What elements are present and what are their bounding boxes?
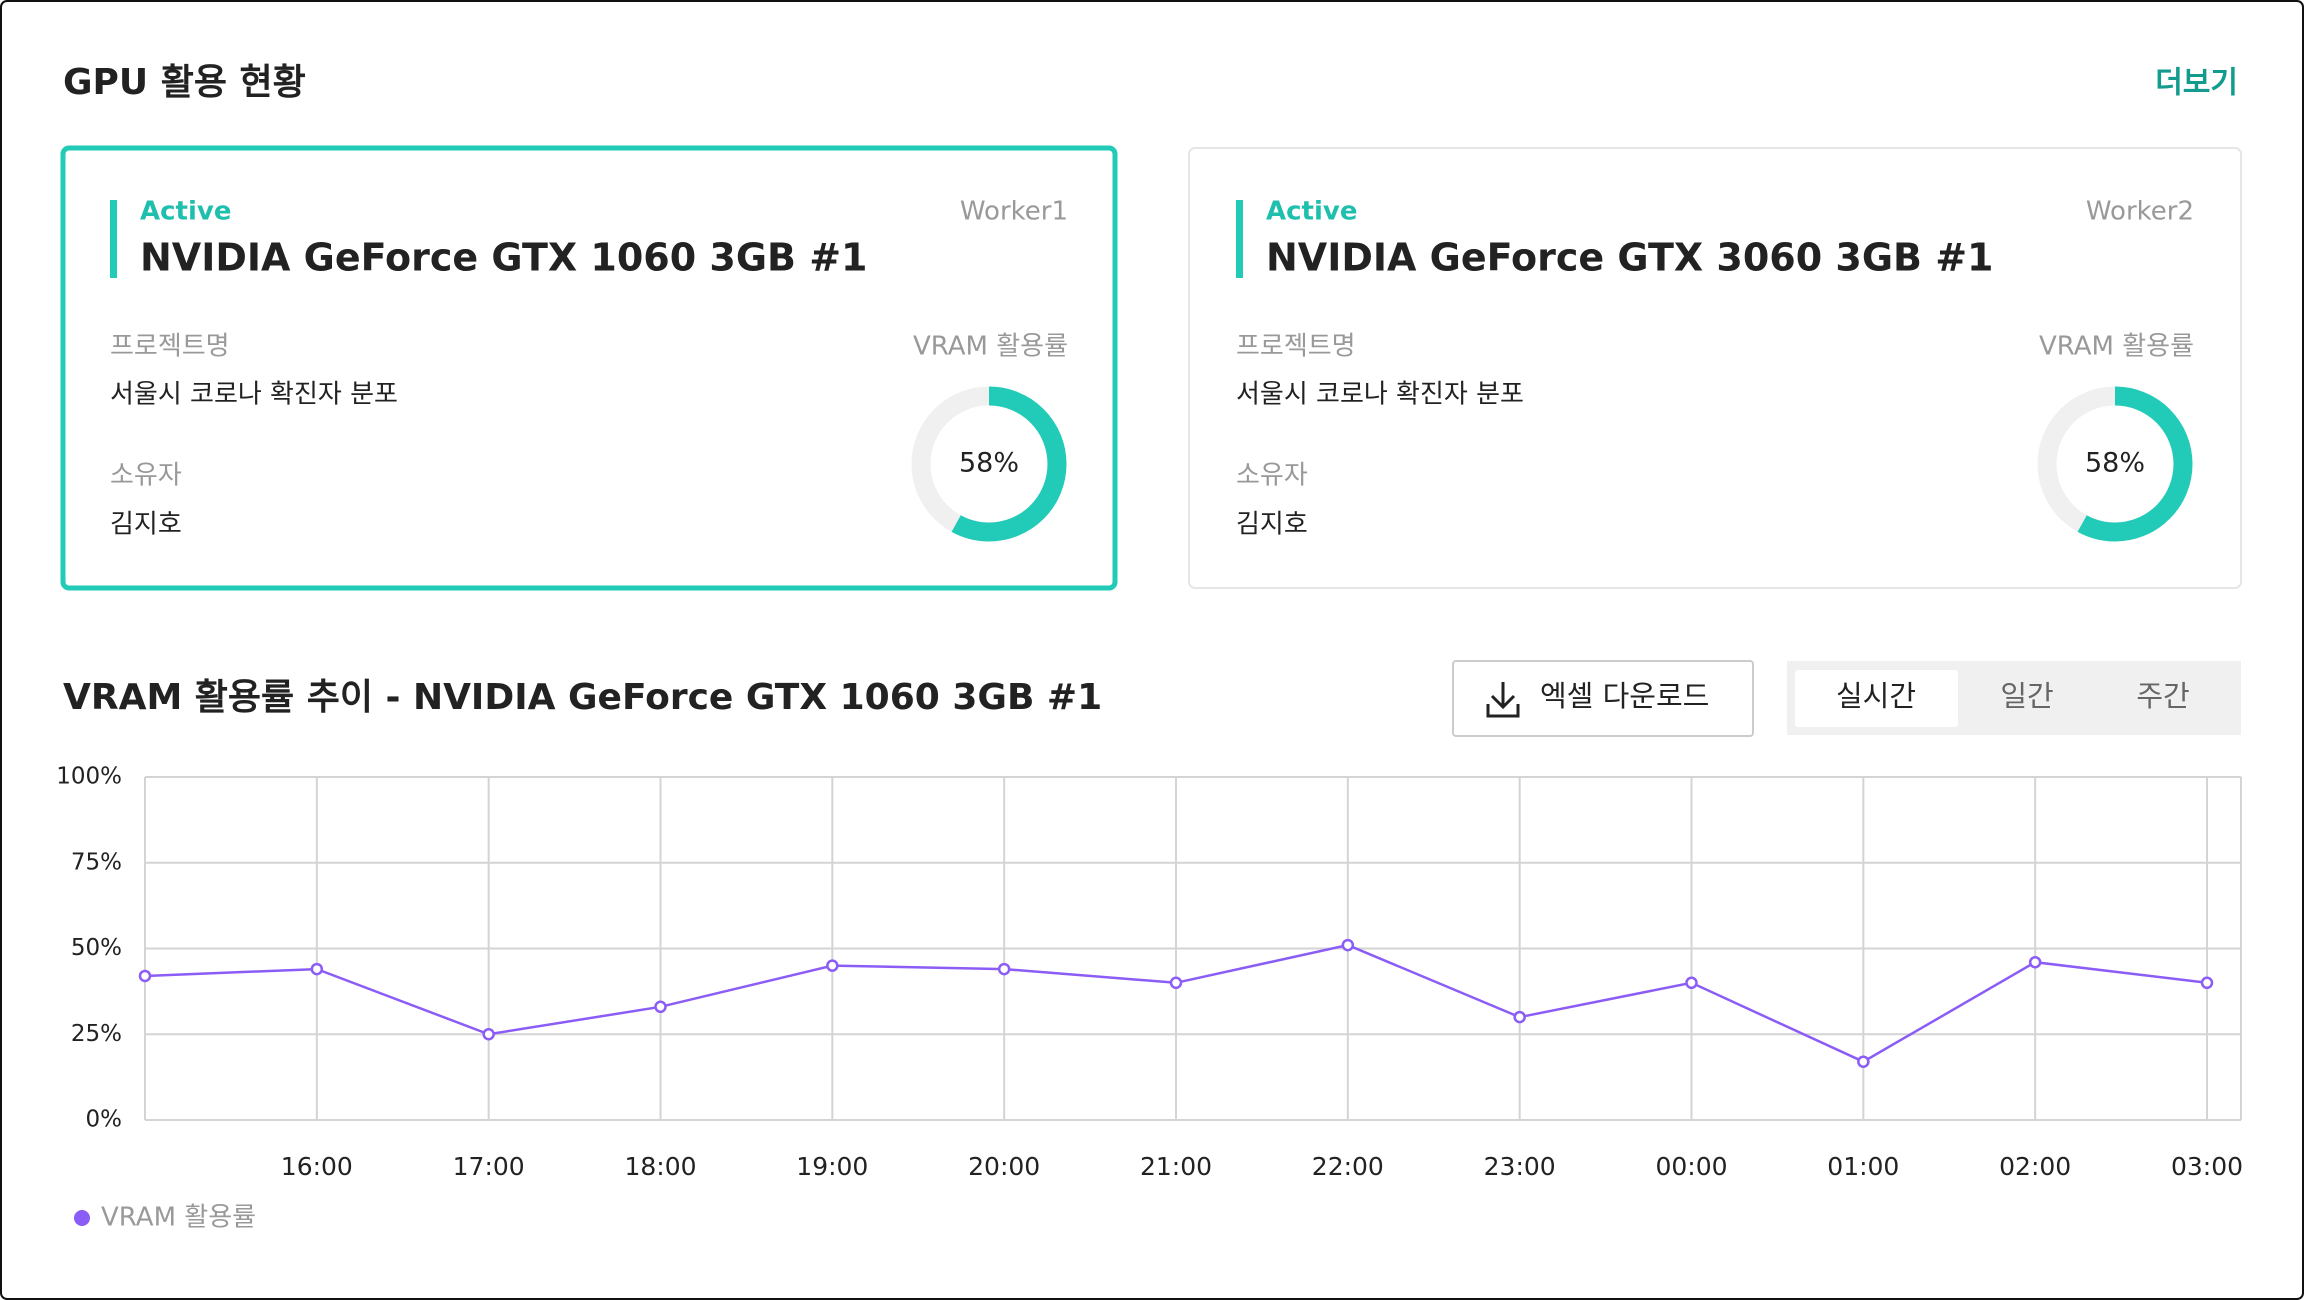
gpu-card[interactable]: Active NVIDIA GeForce GTX 3060 3GB #1 Work… <box>1188 147 2242 589</box>
x-tick-label: 18:00 <box>624 1152 696 1181</box>
x-tick-label: 16:00 <box>281 1152 353 1181</box>
data-point <box>2200 976 2214 990</box>
owner: 김지호 <box>110 510 182 540</box>
chart-title: VRAM 활용률 추이 - NVIDIA GeForce GTX 1060 3G… <box>63 677 1102 718</box>
x-tick-label: 00:00 <box>1655 1152 1727 1181</box>
data-point <box>1341 938 1355 952</box>
owner-label: 소유자 <box>110 461 182 491</box>
project: 서울시 코로나 확진자 분포 <box>1236 380 1524 410</box>
x-tick-label: 19:00 <box>796 1152 868 1181</box>
card-box <box>60 145 1118 591</box>
status: Active <box>1266 197 1357 227</box>
x-tick-label: 03:00 <box>2171 1152 2243 1181</box>
data-point <box>138 969 152 983</box>
card-list: Active NVIDIA GeForce GTX 1060 3GB #1 Work… <box>60 145 2242 591</box>
x-tick-label: 01:00 <box>1827 1152 1899 1181</box>
y-tick-label: 50% <box>71 935 122 961</box>
gpu-name: NVIDIA GeForce GTX 3060 3GB #1 <box>1266 236 1994 280</box>
chart: 0% 25% 50% 75% 100% 16:00 17:00 18:00 19:00 20:00… <box>56 764 2243 1233</box>
tab[interactable]: 일간 <box>2000 679 2053 713</box>
tab[interactable]: 주간 <box>2136 679 2189 713</box>
data-point <box>310 962 324 976</box>
active-tab-bg <box>1795 670 1958 727</box>
vram-label: VRAM 활용률 <box>913 332 1068 362</box>
tabs: 실시간 일간 주간 <box>1795 670 2190 727</box>
download-icon <box>1486 682 1520 718</box>
button-box <box>1452 660 1754 737</box>
y-tick-label: 100% <box>56 764 122 790</box>
button-label: 엑셀 다운로드 <box>1540 679 1709 713</box>
status-bar <box>110 200 117 278</box>
worker: Worker2 <box>2086 197 2194 227</box>
x-tick-label: 22:00 <box>1312 1152 1384 1181</box>
data-point <box>1513 1010 1526 1024</box>
section-title: GPU 활용 현황 <box>63 62 306 103</box>
legend-dot <box>74 1210 90 1226</box>
project-label: 프로젝트명 <box>110 332 230 362</box>
x-tick-label: 02:00 <box>1999 1152 2071 1181</box>
x-tick-label: 17:00 <box>453 1152 525 1181</box>
worker: Worker1 <box>960 197 1068 227</box>
y-tick-label: 25% <box>71 1021 122 1047</box>
project-label: 프로젝트명 <box>1236 332 1356 362</box>
vram-label: VRAM 활용률 <box>2039 332 2194 362</box>
x-tick-label: 23:00 <box>1484 1152 1556 1181</box>
x-tick-label: 20:00 <box>968 1152 1040 1181</box>
data-point <box>997 962 1011 976</box>
project: 서울시 코로나 확진자 분포 <box>110 380 398 410</box>
donut-label: 58% <box>2085 448 2145 479</box>
data-point <box>2028 955 2042 969</box>
data-point <box>1685 976 1698 990</box>
owner-label: 소유자 <box>1236 461 1308 491</box>
y-tick-label: 75% <box>71 849 122 875</box>
status: Active <box>140 197 231 227</box>
x-tick-label: 21:00 <box>1140 1152 1212 1181</box>
data-point <box>826 959 839 972</box>
gpu-card[interactable]: Active NVIDIA GeForce GTX 1060 3GB #1 Work… <box>60 145 1118 591</box>
status-bar <box>1236 200 1243 278</box>
data-point <box>1169 976 1183 990</box>
download-button[interactable]: 엑셀 다운로드 <box>1452 660 1754 737</box>
donut-value <box>2037 386 2193 542</box>
owner: 김지호 <box>1236 510 1308 540</box>
more-link[interactable]: 더보기 <box>2155 66 2238 101</box>
donut-label: 58% <box>959 448 1019 479</box>
card-box <box>1188 147 2242 589</box>
donut-value <box>911 386 1067 542</box>
tab[interactable]: 실시간 <box>1836 679 1916 713</box>
data-point <box>482 1028 495 1041</box>
gpu-name: NVIDIA GeForce GTX 1060 3GB #1 <box>140 236 868 280</box>
data-point <box>1857 1055 1870 1068</box>
legend-label[interactable]: VRAM 활용률 <box>101 1203 256 1233</box>
y-tick-label: 0% <box>86 1107 123 1133</box>
data-point <box>654 1000 667 1014</box>
